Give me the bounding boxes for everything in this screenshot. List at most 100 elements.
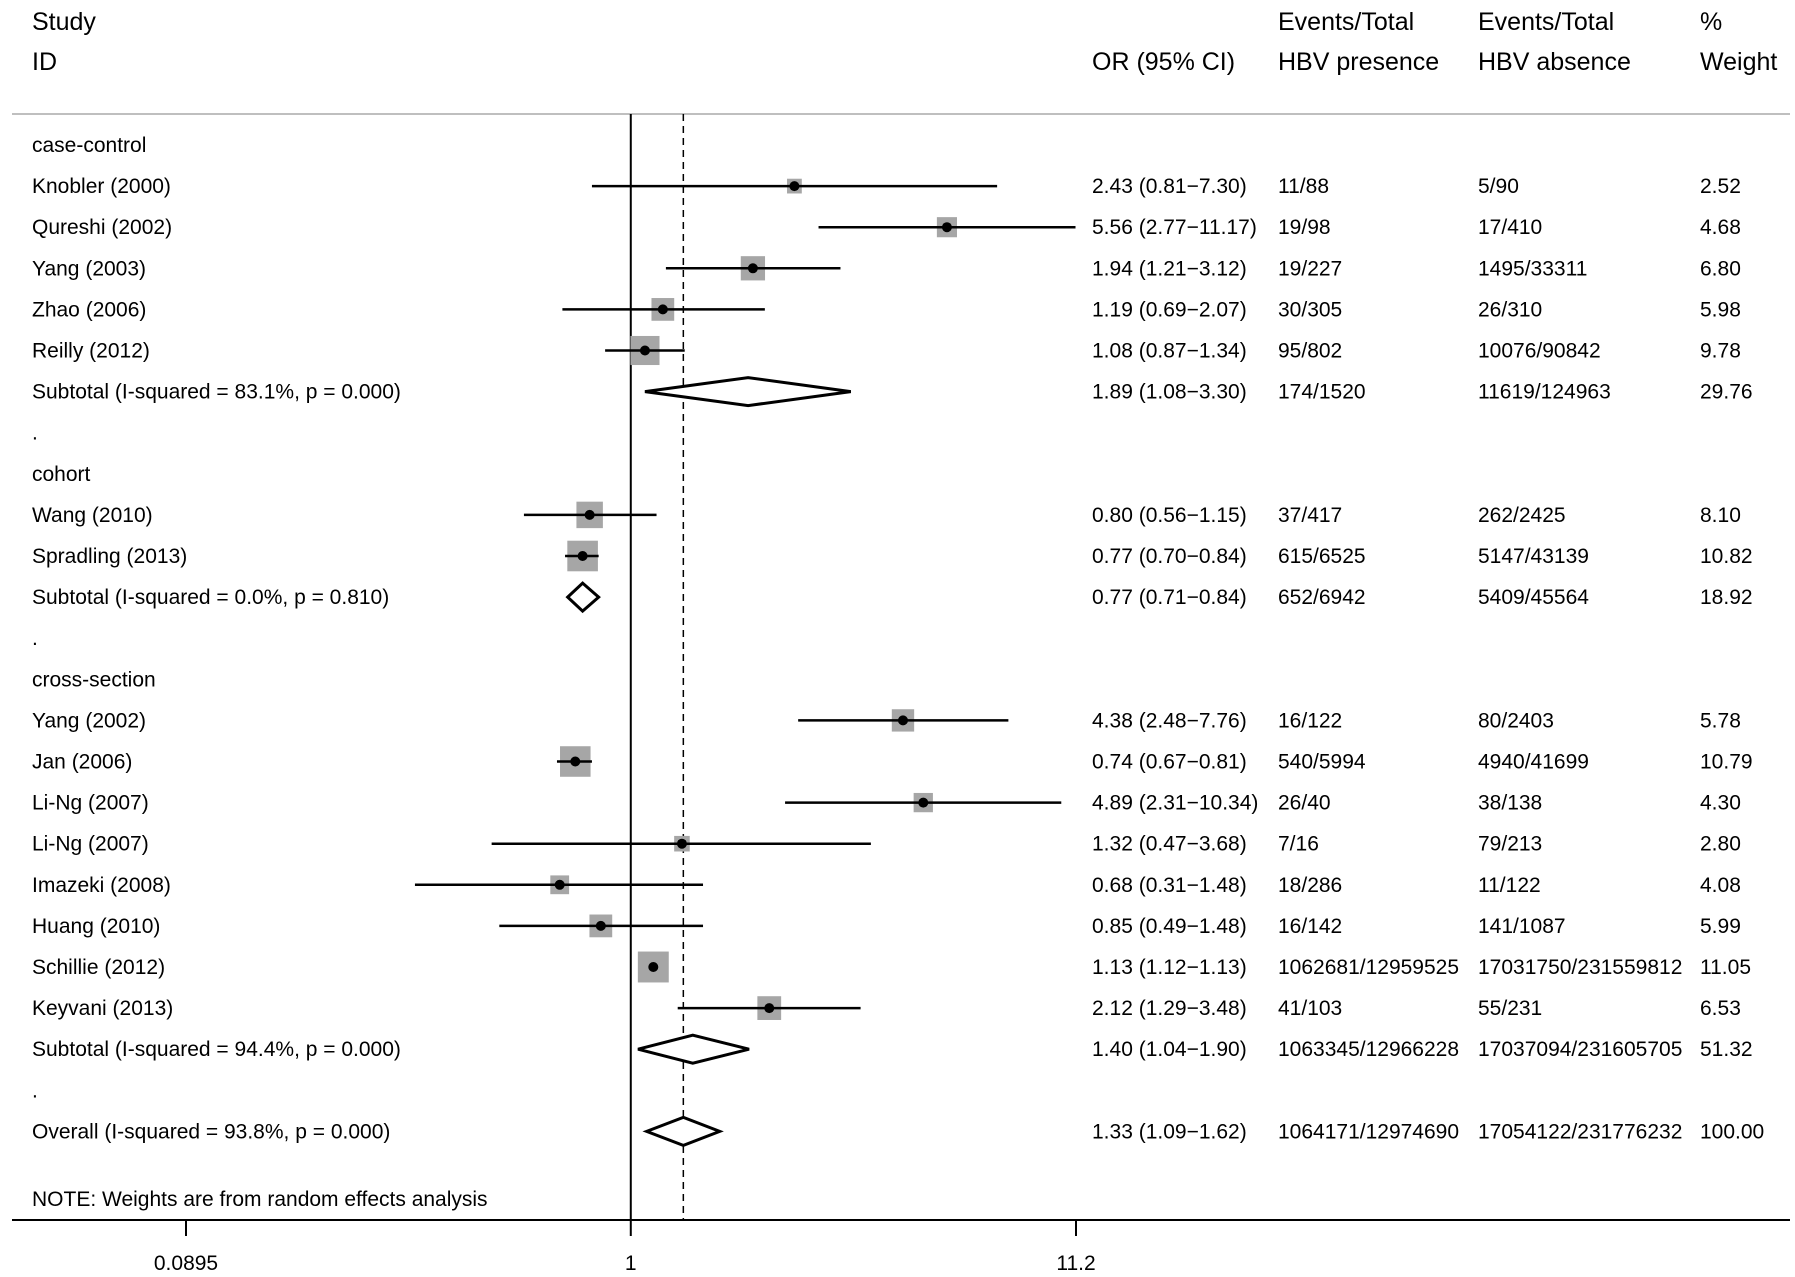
study-label: Knobler (2000) xyxy=(32,175,171,198)
x-tick-label: 1 xyxy=(625,1252,637,1275)
study-label: Li-Ng (2007) xyxy=(32,833,149,856)
weight-value: 5.78 xyxy=(1700,709,1741,732)
point-estimate xyxy=(648,962,659,972)
point-estimate xyxy=(747,263,758,274)
study-label: Li-Ng (2007) xyxy=(32,792,149,815)
weight-value: 6.80 xyxy=(1700,257,1741,280)
weight-value: 10.79 xyxy=(1700,751,1753,774)
weight-value: 10.82 xyxy=(1700,545,1753,568)
point-estimate xyxy=(577,551,588,561)
ci-value: 1.33 (1.09−1.62) xyxy=(1092,1120,1247,1143)
ci-value: 0.85 (0.49−1.48) xyxy=(1092,915,1247,938)
weight-value: 6.53 xyxy=(1700,997,1741,1020)
weights-note: NOTE: Weights are from random effects an… xyxy=(32,1188,488,1211)
events-absence-value: 5147/43139 xyxy=(1478,545,1589,568)
study-label: Yang (2002) xyxy=(32,709,146,732)
header-events-absence-2: HBV absence xyxy=(1478,48,1631,76)
weight-value: 18.92 xyxy=(1700,586,1753,609)
study-label: Yang (2003) xyxy=(32,257,146,280)
point-estimate xyxy=(639,345,650,356)
events-presence-value: 615/6525 xyxy=(1278,545,1366,568)
ci-value: 1.94 (1.21−3.12) xyxy=(1092,257,1247,280)
point-estimate xyxy=(918,797,929,808)
events-presence-value: 19/227 xyxy=(1278,257,1342,280)
events-presence-value: 30/305 xyxy=(1278,298,1342,321)
weight-value: 4.30 xyxy=(1700,792,1741,815)
events-presence-value: 11/88 xyxy=(1278,175,1329,198)
group-label: cohort xyxy=(32,463,91,486)
events-absence-value: 1495/33311 xyxy=(1478,257,1587,280)
events-presence-value: 1064171/12974690 xyxy=(1278,1120,1459,1143)
ci-value: 1.19 (0.69−2.07) xyxy=(1092,298,1247,321)
point-estimate xyxy=(941,222,952,233)
events-absence-value: 55/231 xyxy=(1478,997,1542,1020)
events-absence-value: 11619/124963 xyxy=(1478,381,1611,404)
weight-value: 11.05 xyxy=(1700,956,1751,979)
weight-value: 4.08 xyxy=(1700,874,1741,897)
study-label: Qureshi (2002) xyxy=(32,216,172,239)
forest-rows: case-control Knobler (2000) 2.43 (0.81−7.3… xyxy=(32,134,1764,1148)
events-absence-value: 79/213 xyxy=(1478,833,1542,856)
events-absence-value: 17/410 xyxy=(1478,216,1542,239)
point-estimate xyxy=(584,509,595,520)
ci-value: 1.40 (1.04−1.90) xyxy=(1092,1038,1247,1061)
events-presence-value: 37/417 xyxy=(1278,504,1342,527)
events-presence-value: 19/98 xyxy=(1278,216,1331,239)
ci-value: 1.08 (0.87−1.34) xyxy=(1092,340,1247,363)
events-presence-value: 652/6942 xyxy=(1278,586,1366,609)
ci-value: 4.89 (2.31−10.34) xyxy=(1092,792,1258,815)
events-presence-value: 540/5994 xyxy=(1278,751,1366,774)
ci-value: 0.77 (0.70−0.84) xyxy=(1092,545,1247,568)
point-estimate xyxy=(897,715,908,726)
subtotal-label: Subtotal (I-squared = 94.4%, p = 0.000) xyxy=(32,1038,401,1061)
subtotal-diamond xyxy=(565,581,601,614)
study-label: Schillie (2012) xyxy=(32,956,165,979)
events-presence-value: 1063345/12966228 xyxy=(1278,1038,1459,1061)
weight-value: 5.98 xyxy=(1700,298,1741,321)
subtotal-label: Subtotal (I-squared = 83.1%, p = 0.000) xyxy=(32,381,401,404)
subtotal-label: Subtotal (I-squared = 0.0%, p = 0.810) xyxy=(32,586,389,609)
weight-value: 8.10 xyxy=(1700,504,1741,527)
point-estimate xyxy=(764,1003,775,1014)
header-study: Study xyxy=(32,8,96,36)
subtotal-diamond xyxy=(637,1033,750,1065)
overall-diamond xyxy=(642,1115,724,1148)
study-label: Keyvani (2013) xyxy=(32,997,173,1020)
events-absence-value: 10076/90842 xyxy=(1478,340,1601,363)
events-presence-value: 1062681/12959525 xyxy=(1278,956,1459,979)
weight-value: 4.68 xyxy=(1700,216,1741,239)
events-presence-value: 16/142 xyxy=(1278,915,1342,938)
weight-value: 5.99 xyxy=(1700,915,1741,938)
weight-value: 2.80 xyxy=(1700,833,1741,856)
events-absence-value: 80/2403 xyxy=(1478,709,1554,732)
events-absence-value: 141/1087 xyxy=(1478,915,1566,938)
events-absence-value: 262/2425 xyxy=(1478,504,1566,527)
events-absence-value: 17031750/231559812 xyxy=(1478,956,1682,979)
weight-value: 29.76 xyxy=(1700,381,1753,404)
ci-value: 2.43 (0.81−7.30) xyxy=(1092,175,1247,198)
overall-label: Overall (I-squared = 93.8%, p = 0.000) xyxy=(32,1120,390,1143)
point-estimate xyxy=(570,756,581,767)
weight-value: 51.32 xyxy=(1700,1038,1753,1061)
spacer-dot: . xyxy=(32,1079,38,1102)
study-label: Reilly (2012) xyxy=(32,340,150,363)
events-presence-value: 7/16 xyxy=(1278,833,1319,856)
ci-value: 4.38 (2.48−7.76) xyxy=(1092,709,1247,732)
study-label: Jan (2006) xyxy=(32,751,132,774)
events-absence-value: 11/122 xyxy=(1478,874,1541,897)
events-presence-value: 26/40 xyxy=(1278,792,1331,815)
ci-value: 0.77 (0.71−0.84) xyxy=(1092,586,1247,609)
events-presence-value: 174/1520 xyxy=(1278,381,1366,404)
header-weight-1: % xyxy=(1700,8,1722,36)
x-axis: 0.0895 1 11.2 xyxy=(154,1220,1096,1275)
events-absence-value: 5/90 xyxy=(1478,175,1519,198)
weight-value: 100.00 xyxy=(1700,1120,1764,1143)
ci-value: 1.13 (1.12−1.13) xyxy=(1092,956,1247,979)
ci-value: 0.74 (0.67−0.81) xyxy=(1092,751,1247,774)
header-or: OR (95% CI) xyxy=(1092,48,1235,76)
subtotal-diamond xyxy=(644,376,852,408)
events-absence-value: 5409/45564 xyxy=(1478,586,1589,609)
x-tick-label: 0.0895 xyxy=(154,1252,218,1275)
ci-value: 0.68 (0.31−1.48) xyxy=(1092,874,1247,897)
